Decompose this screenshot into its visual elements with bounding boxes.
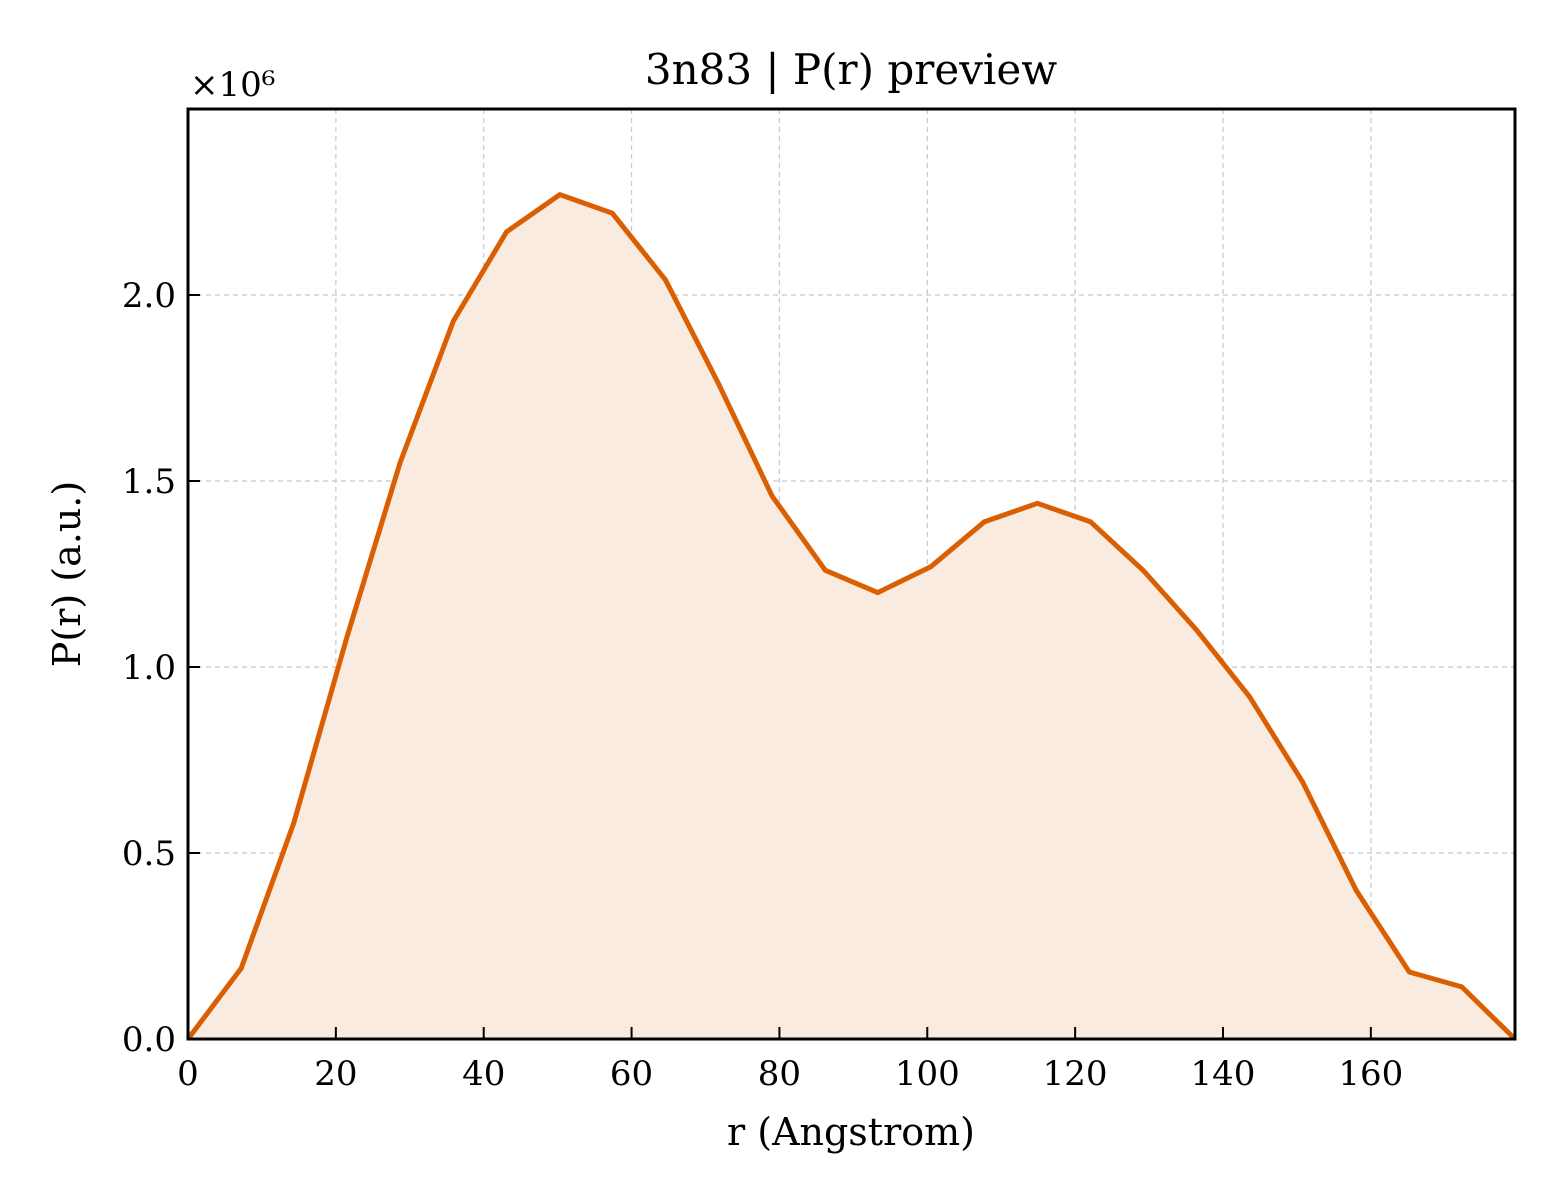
chart-title: 3n83 | P(r) preview: [645, 45, 1057, 94]
x-axis-label: r (Angstrom): [727, 1110, 975, 1154]
x-tick-label: 100: [895, 1054, 960, 1094]
x-tick-label: 0: [177, 1054, 199, 1094]
x-tick-label: 80: [758, 1054, 801, 1094]
y-tick-label: 0.5: [122, 834, 176, 874]
x-tick-label: 160: [1338, 1054, 1403, 1094]
x-tick-label: 40: [462, 1054, 505, 1094]
y-tick-label: 1.0: [122, 648, 176, 688]
x-tick-label: 60: [610, 1054, 653, 1094]
x-tick-label: 120: [1043, 1054, 1108, 1094]
y-offset-label: ×10⁶: [190, 65, 275, 105]
pr-series-line: [186, 192, 1517, 1041]
axis-ticks: 0 20 40 60 80 100 120 140 160 0.0 0.5 1.0 1.5 2.0: [122, 276, 1403, 1094]
pr-area-fill: [188, 194, 1515, 1040]
y-tick-label: 0.0: [122, 1020, 176, 1060]
y-tick-label: 1.5: [122, 462, 176, 502]
y-tick-label: 2.0: [122, 276, 176, 316]
plot-frame: [186, 107, 1517, 1041]
y-axis-label: P(r) (a.u.): [45, 481, 89, 667]
x-tick-label: 140: [1191, 1054, 1256, 1094]
x-tick-label: 20: [314, 1054, 357, 1094]
